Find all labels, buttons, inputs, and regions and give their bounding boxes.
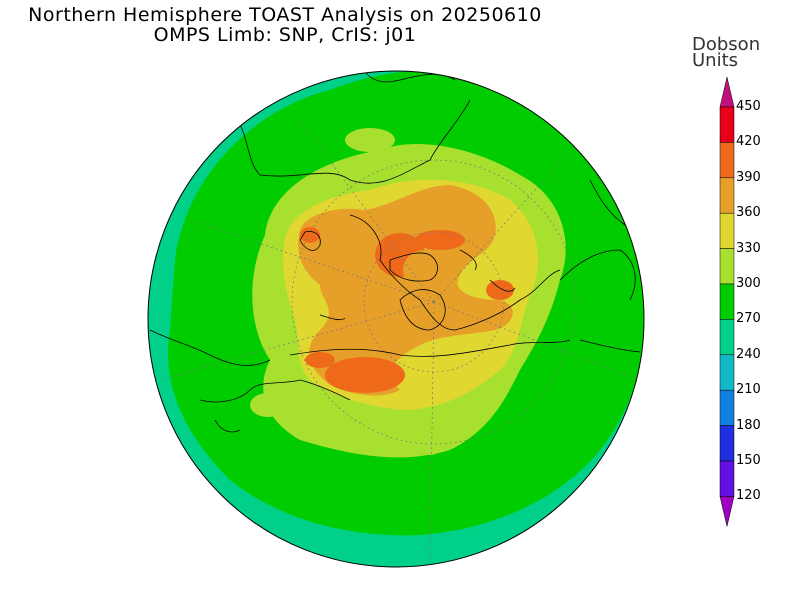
colorbar-tick-label: 120	[736, 488, 761, 504]
colorbar-tick-label: 180	[736, 417, 761, 433]
colorbar-swatch-420_450	[719, 106, 735, 143]
colorbar-swatch-330_360	[719, 212, 735, 249]
colorbar-title-line1: Dobson	[692, 34, 761, 55]
colorbar-tick-label: 390	[736, 169, 761, 185]
colorbar-swatch-210_240	[719, 354, 735, 391]
colorbar-swatch-150_180	[719, 425, 735, 462]
colorbar-swatch-300_330	[719, 248, 735, 285]
colorbar-tick-label: 420	[736, 134, 761, 150]
colorbar-swatch-270_300	[719, 283, 735, 320]
graticule	[159, 119, 641, 561]
colorbar-title-line2: Units	[692, 50, 739, 71]
colorbar-tick-label: 450	[736, 99, 761, 114]
colorbar-swatch-180_210	[719, 389, 735, 426]
colorbar-triangle-bottom	[719, 496, 735, 527]
colorbar-tick-label: 300	[736, 276, 761, 291]
ozone-field	[148, 71, 644, 567]
colorbar-tick-label: 330	[736, 240, 761, 256]
colorbar-tick-label: 360	[736, 205, 761, 221]
colorbar-triangle-top	[719, 76, 735, 108]
map-boundary	[147, 70, 645, 568]
map-title-line2: OMPS Limb: SNP, CrIS: j01	[153, 24, 417, 46]
colorbar-swatch-360_390	[719, 177, 735, 214]
colorbar-tick-label: 210	[736, 382, 761, 398]
colorbar-swatch-120_150	[719, 460, 735, 497]
colorbar-swatch-240_270	[719, 319, 735, 356]
colorbar-tick-label: 240	[736, 346, 761, 362]
colorbar-swatch-390_420	[719, 142, 735, 179]
colorbar-tick-label: 270	[736, 311, 761, 327]
map-title-line1: Northern Hemisphere TOAST Analysis on 20…	[28, 4, 542, 26]
colorbar-tick-label: 150	[736, 453, 761, 468]
